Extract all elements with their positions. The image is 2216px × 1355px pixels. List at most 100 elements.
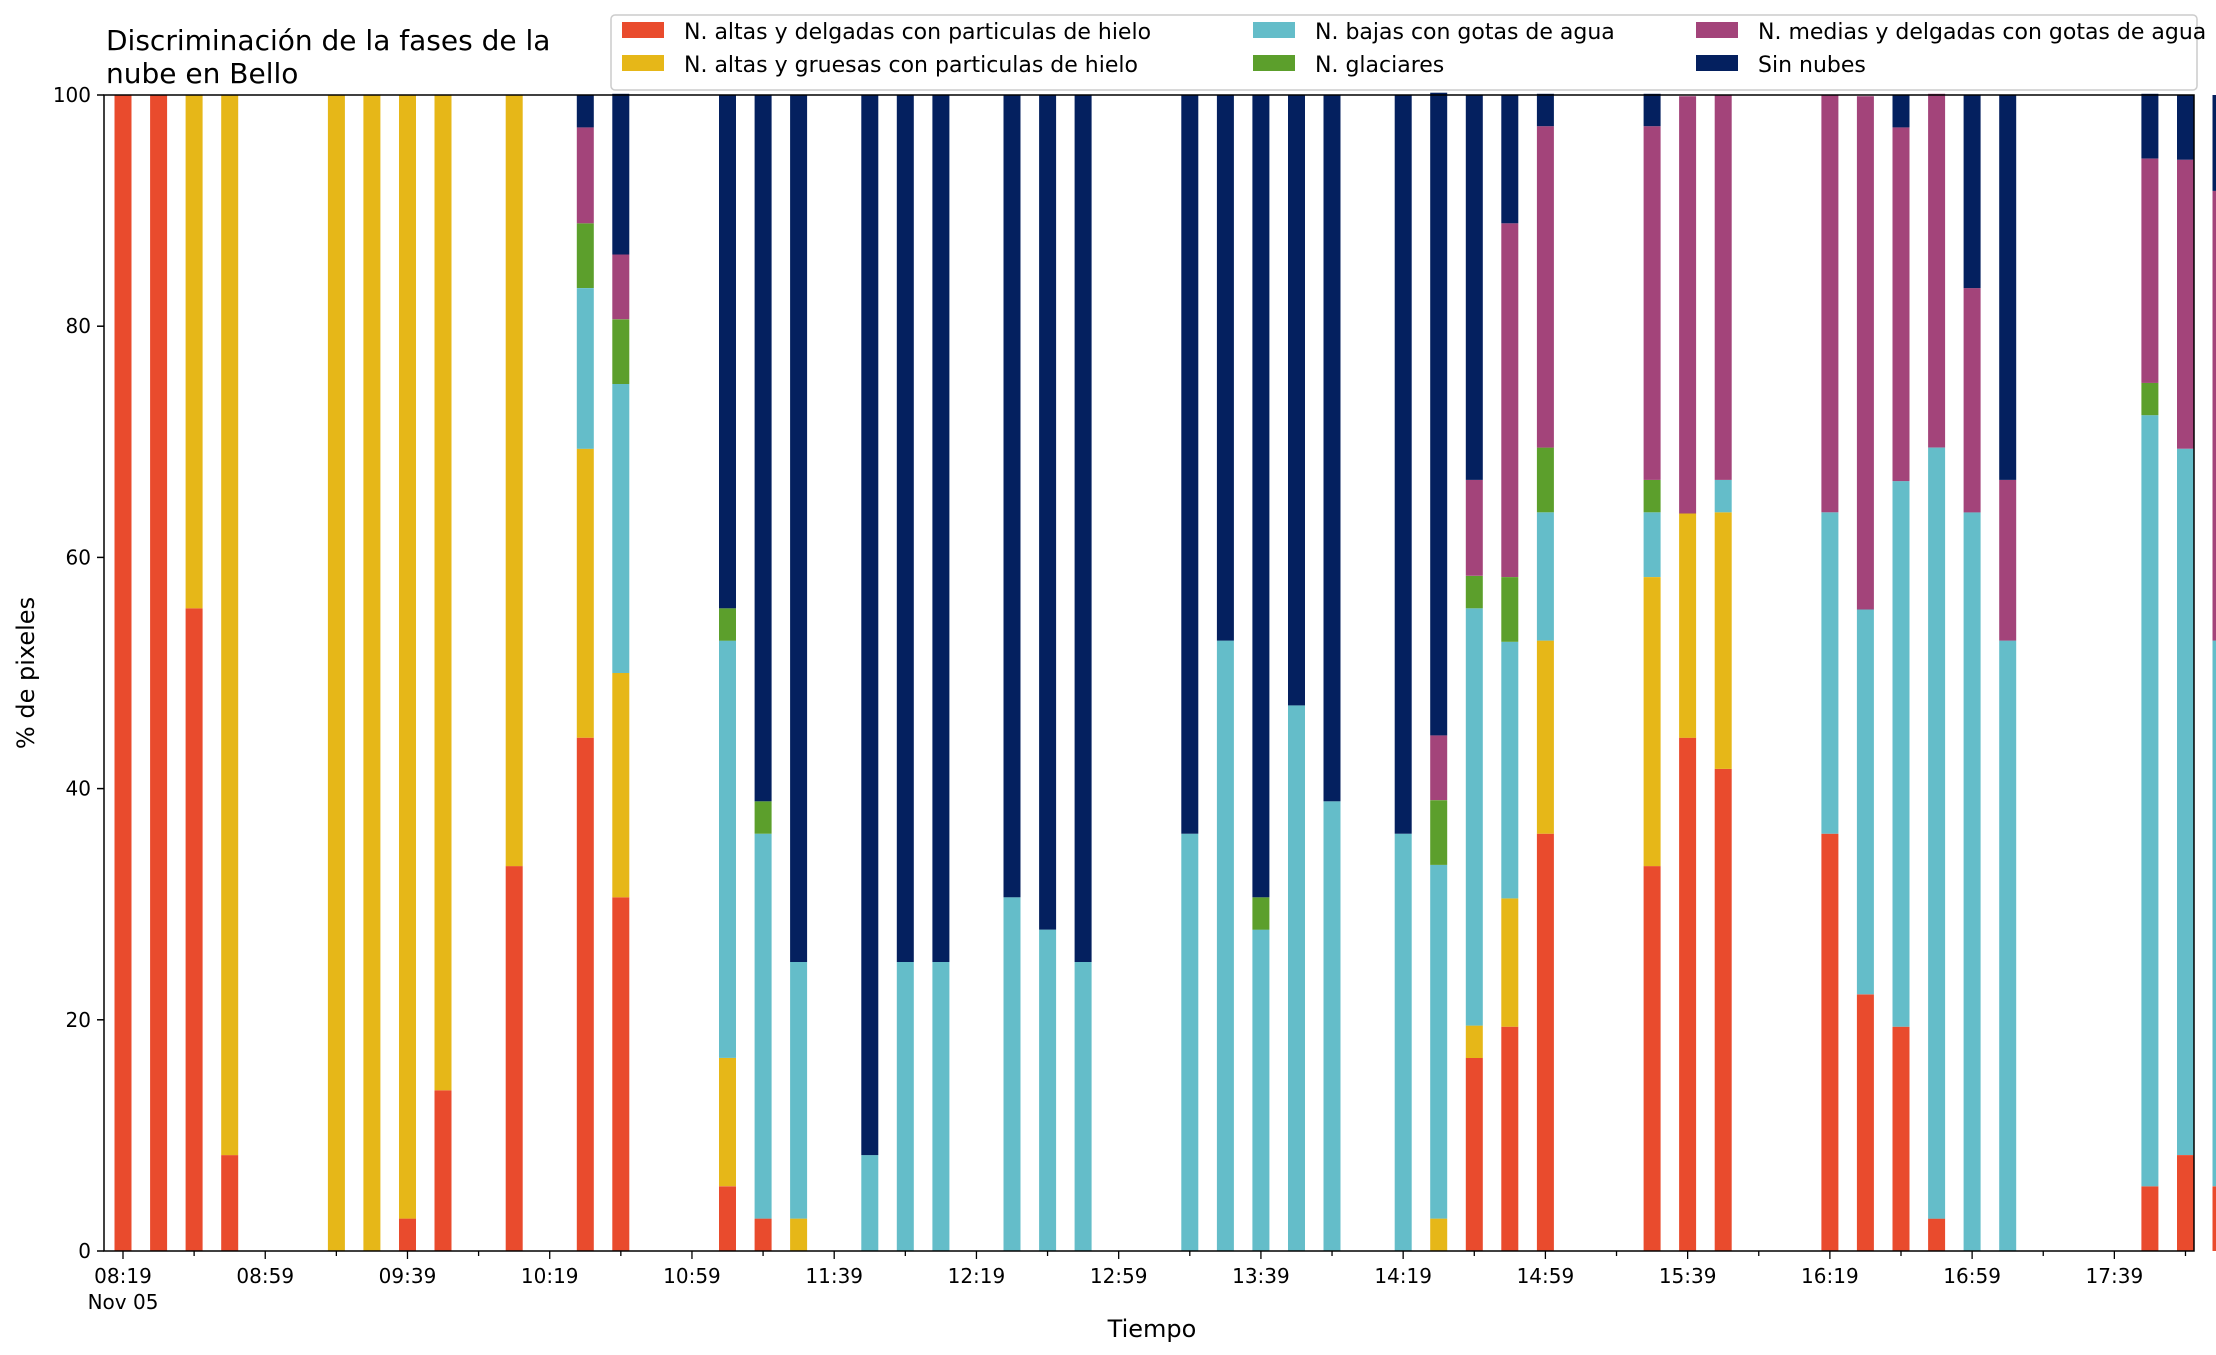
- bar-segment-s2-48: [1821, 512, 1839, 834]
- bar-segment-s2-49: [1856, 609, 1874, 995]
- bar-segment-s2-23: [932, 962, 950, 1251]
- bar-segment-s0-39: [1501, 1026, 1519, 1251]
- bar-segment-s0-1: [150, 95, 168, 1251]
- bar-segment-s0-44: [1679, 737, 1697, 1251]
- bar-segment-s4-39: [1501, 223, 1519, 578]
- bar-segment-s5-25: [1003, 95, 1021, 898]
- bar-segment-s1-37: [1430, 1218, 1448, 1251]
- bar-segment-s2-39: [1501, 641, 1519, 899]
- y-tick-label-4: 80: [66, 314, 91, 338]
- bar-segment-s1-14: [612, 673, 630, 898]
- bar-segment-s2-38: [1465, 608, 1483, 1026]
- bar-segment-s2-50: [1892, 481, 1910, 1027]
- bar-segment-s2-40: [1536, 512, 1554, 641]
- legend: N. altas y delgadas con particulas de hi…: [610, 14, 2206, 91]
- bar-segment-s5-33: [1288, 95, 1305, 706]
- bar-segment-s5-43: [1643, 93, 1661, 127]
- x-tick-label-6: 12:19: [948, 1264, 1006, 1288]
- bar-segment-s3-39: [1501, 577, 1519, 642]
- bar-segment-s4-51: [1928, 93, 1946, 448]
- bar-segment-s2-51: [1928, 447, 1946, 1219]
- bar-segment-s5-27: [1074, 95, 1092, 962]
- bar-segment-s0-57: [2141, 1186, 2159, 1251]
- bar-segment-s1-9: [434, 95, 452, 1091]
- x-tick-label-2: 09:39: [379, 1264, 437, 1288]
- bar-segment-s4-50: [1892, 127, 1910, 482]
- bar-segment-s5-36: [1394, 95, 1412, 834]
- bar-segment-s3-38: [1465, 575, 1483, 609]
- bar-segment-s3-14: [612, 319, 630, 384]
- bar-segment-s2-30: [1181, 833, 1199, 1251]
- bar-segment-s2-57: [2141, 415, 2159, 1187]
- y-tick-label-5: 100: [53, 83, 91, 107]
- bar-segment-s0-51: [1928, 1218, 1946, 1251]
- legend-swatch-2: [1253, 22, 1295, 38]
- bar-segment-s1-39: [1501, 898, 1519, 1027]
- bar-segment-s3-40: [1536, 447, 1554, 513]
- bar-segment-s4-48: [1821, 95, 1839, 513]
- bar-segment-s4-59: [2212, 190, 2216, 641]
- bar-segment-s0-8: [399, 1218, 416, 1251]
- bar-segment-s5-22: [896, 95, 914, 962]
- bar-segment-s3-43: [1643, 479, 1661, 513]
- bar-segment-s4-14: [612, 254, 630, 320]
- y-tick-label-0: 0: [78, 1239, 91, 1263]
- bar-segment-s5-39: [1501, 95, 1519, 224]
- bar-segment-s1-13: [576, 448, 594, 738]
- x-tick-label-8: 13:39: [1232, 1264, 1290, 1288]
- bar-segment-s5-17: [719, 95, 736, 609]
- bar-segment-s5-19: [790, 95, 808, 962]
- legend-swatch-1: [622, 55, 664, 71]
- bar-segment-s3-37: [1430, 800, 1448, 865]
- legend-box: [610, 14, 2198, 91]
- legend-swatch-3: [1253, 55, 1295, 71]
- bar-segment-s0-18: [754, 1218, 772, 1251]
- chart-title-line-2: nube en Bello: [106, 57, 298, 90]
- bar-segment-s5-13: [576, 95, 594, 128]
- legend-swatch-5: [1696, 55, 1738, 71]
- bar-segment-s1-11: [505, 95, 523, 867]
- x-tick-label-11: 15:39: [1659, 1264, 1717, 1288]
- y-tick-label-3: 60: [66, 545, 91, 569]
- bar-segment-s2-25: [1003, 897, 1021, 1251]
- x-tick-label-9: 14:19: [1374, 1264, 1432, 1288]
- bar-segment-s5-38: [1465, 95, 1483, 480]
- bar-segment-s0-40: [1536, 833, 1554, 1251]
- bar-segment-s1-38: [1465, 1025, 1483, 1058]
- bar-segment-s1-7: [363, 95, 381, 1251]
- bar-segment-s0-45: [1714, 768, 1732, 1251]
- bar-segment-s2-59: [2212, 640, 2216, 1187]
- x-axis-label: Tiempo: [1107, 1315, 1197, 1343]
- bar-segment-s1-44: [1679, 513, 1697, 738]
- bar-segment-s0-50: [1892, 1026, 1910, 1251]
- bar-segment-s2-37: [1430, 864, 1448, 1219]
- bar-segment-s5-18: [754, 95, 772, 802]
- y-tick-label-2: 40: [66, 777, 91, 801]
- legend-label-3: N. glaciares: [1315, 53, 1444, 78]
- x-tick-label-13: 16:59: [1943, 1264, 2001, 1288]
- bar-segment-s2-33: [1288, 705, 1305, 1251]
- bar-segment-s0-48: [1821, 833, 1839, 1251]
- x-tick-label-3: 10:19: [521, 1264, 579, 1288]
- legend-label-2: N. bajas con gotas de agua: [1315, 20, 1615, 45]
- bar-segment-s5-32: [1252, 95, 1270, 898]
- bar-segment-s3-57: [2141, 382, 2159, 416]
- bar-segment-s2-32: [1252, 929, 1270, 1251]
- x-tick-label-7: 12:59: [1090, 1264, 1148, 1288]
- bar-segment-s4-37: [1430, 735, 1448, 801]
- bar-segment-s5-57: [2141, 93, 2159, 159]
- bar-segment-s5-58: [2177, 95, 2194, 160]
- bar-segment-s2-21: [861, 1155, 879, 1251]
- bar-segment-s0-38: [1465, 1057, 1483, 1251]
- bar-segment-s4-43: [1643, 126, 1661, 480]
- bar-segment-s2-14: [612, 384, 630, 673]
- x-tick-label-1: 08:59: [236, 1264, 294, 1288]
- x-tick-label-14: 17:39: [2086, 1264, 2144, 1288]
- bar-segment-s4-49: [1856, 96, 1874, 610]
- bar-segment-s1-3: [221, 95, 239, 1156]
- bar-segment-s0-11: [505, 866, 523, 1251]
- bar-segment-s5-37: [1430, 92, 1448, 736]
- chart-title-line-1: Discriminación de la fases de la: [106, 24, 550, 57]
